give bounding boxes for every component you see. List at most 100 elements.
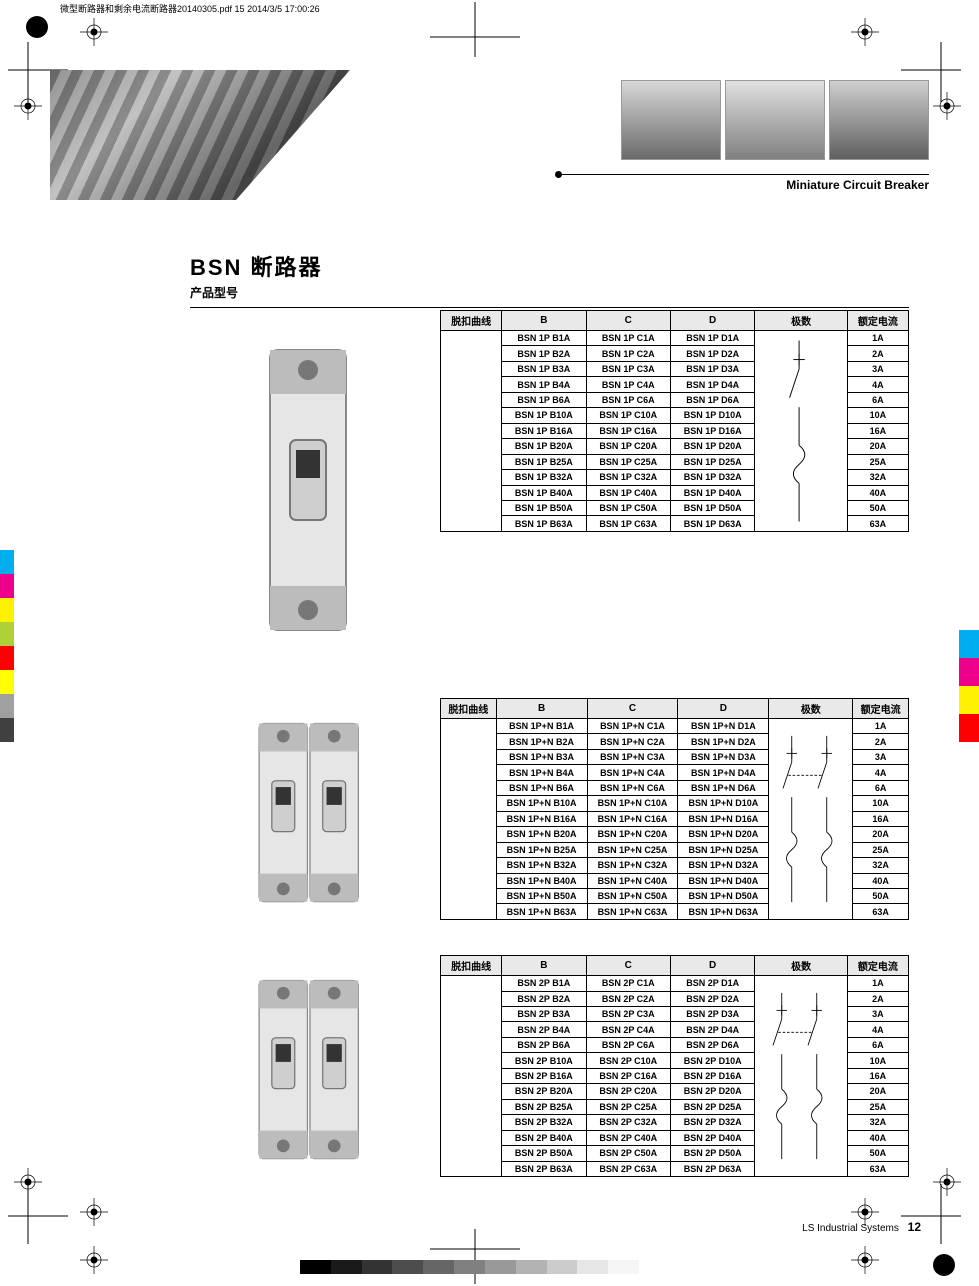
cell-d: BSN 1P+N D63A [678, 904, 769, 920]
crop-cross-top [430, 2, 520, 57]
cell-b: BSN 1P B1A [502, 331, 586, 346]
cell-b: BSN 1P B50A [502, 500, 586, 515]
cell-c: BSN 2P C1A [586, 976, 670, 991]
cell-d: BSN 1P D10A [670, 408, 754, 423]
cell-c: BSN 1P+N C1A [587, 719, 678, 734]
curve-cell [441, 719, 497, 920]
cell-b: BSN 2P B3A [502, 1006, 586, 1021]
cell-d: BSN 2P D63A [670, 1161, 754, 1177]
cell-c: BSN 1P+N C25A [587, 842, 678, 857]
cell-c: BSN 1P C63A [586, 516, 670, 532]
cell-d: BSN 1P+N D4A [678, 765, 769, 780]
cell-rated: 6A [853, 780, 909, 795]
cell-c: BSN 1P+N C63A [587, 904, 678, 920]
body-grid: 脱扣曲线 B C D 极数 额定电流 BSN 1P B1ABSN 1P C1AB… [190, 310, 909, 1184]
cell-rated: 50A [847, 1146, 908, 1161]
cell-rated: 3A [847, 1006, 908, 1021]
cell-b: BSN 1P B63A [502, 516, 586, 532]
cell-b: BSN 2P B40A [502, 1130, 586, 1145]
cell-b: BSN 2P B20A [502, 1084, 586, 1099]
cell-rated: 32A [853, 858, 909, 873]
hero-thumb-1 [621, 80, 721, 160]
cell-b: BSN 1P+N B25A [496, 842, 587, 857]
cell-c: BSN 1P C16A [586, 423, 670, 438]
footer-brand: LS Industrial Systems [802, 1223, 899, 1234]
cell-b: BSN 1P B32A [502, 470, 586, 485]
page-dot-br [933, 1254, 955, 1276]
reg-mark [851, 18, 879, 46]
cell-d: BSN 1P D1A [670, 331, 754, 346]
reg-mark [14, 1168, 42, 1196]
cell-rated: 6A [847, 1037, 908, 1052]
cell-d: BSN 2P D20A [670, 1084, 754, 1099]
reg-mark [14, 92, 42, 120]
cell-d: BSN 1P+N D32A [678, 858, 769, 873]
th-b: B [496, 699, 587, 719]
hero-label: Miniature Circuit Breaker [786, 178, 929, 192]
cell-rated: 2A [847, 991, 908, 1006]
th-b: B [502, 956, 586, 976]
cell-c: BSN 1P C4A [586, 377, 670, 392]
cell-rated: 10A [847, 1053, 908, 1068]
cell-d: BSN 1P+N D6A [678, 780, 769, 795]
cell-rated: 50A [853, 888, 909, 903]
page-dot-tl [26, 16, 48, 38]
cell-c: BSN 1P+N C6A [587, 780, 678, 795]
crop-cross-bottom [430, 1229, 520, 1284]
cell-b: BSN 2P B16A [502, 1068, 586, 1083]
hero-thumbnails [621, 80, 929, 160]
cell-c: BSN 1P+N C10A [587, 796, 678, 811]
th-poles: 极数 [769, 699, 853, 719]
cell-b: BSN 1P B2A [502, 346, 586, 361]
cell-c: BSN 1P C50A [586, 500, 670, 515]
cell-rated: 20A [853, 827, 909, 842]
hero-thumb-2 [725, 80, 825, 160]
device-image [190, 955, 430, 1184]
cell-d: BSN 1P D63A [670, 516, 754, 532]
cell-d: BSN 1P+N D2A [678, 734, 769, 749]
hero-thumb-3 [829, 80, 929, 160]
cell-d: BSN 1P D25A [670, 454, 754, 469]
cell-c: BSN 1P C1A [586, 331, 670, 346]
cell-b: BSN 2P B32A [502, 1115, 586, 1130]
cell-c: BSN 1P+N C20A [587, 827, 678, 842]
cell-b: BSN 1P B4A [502, 377, 586, 392]
curve-cell [441, 331, 502, 532]
spec-table: 脱扣曲线 B C D 极数 额定电流 BSN 1P B1ABSN 1P C1AB… [440, 310, 909, 532]
th-d: D [670, 956, 754, 976]
cell-c: BSN 1P+N C3A [587, 749, 678, 764]
th-rated: 额定电流 [853, 699, 909, 719]
cell-b: BSN 2P B1A [502, 976, 586, 991]
th-poles: 极数 [755, 956, 847, 976]
th-b: B [502, 311, 586, 331]
spec-table: 脱扣曲线 B C D 极数 额定电流 BSN 2P B1ABSN 2P C1AB… [440, 955, 909, 1177]
page-subtitle: 产品型号 [190, 284, 909, 301]
cell-d: BSN 2P D10A [670, 1053, 754, 1068]
cell-c: BSN 2P C10A [586, 1053, 670, 1068]
device-image [190, 310, 430, 670]
cell-c: BSN 1P C6A [586, 392, 670, 407]
cell-d: BSN 1P D50A [670, 500, 754, 515]
cell-rated: 63A [847, 1161, 908, 1177]
reg-mark [80, 1246, 108, 1274]
cell-rated: 25A [847, 454, 908, 469]
cell-d: BSN 2P D3A [670, 1006, 754, 1021]
cell-c: BSN 1P+N C2A [587, 734, 678, 749]
device-image [190, 698, 430, 927]
cell-c: BSN 1P+N C16A [587, 811, 678, 826]
table-row: BSN 2P B1ABSN 2P C1ABSN 2P D1A 1A [441, 976, 909, 991]
cell-b: BSN 1P+N B50A [496, 888, 587, 903]
th-poles: 极数 [755, 311, 847, 331]
cell-d: BSN 1P+N D50A [678, 888, 769, 903]
th-c: C [586, 956, 670, 976]
footer-page-number: 12 [908, 1220, 921, 1234]
table-row: BSN 1P+N B1ABSN 1P+N C1ABSN 1P+N D1A 1A [441, 719, 909, 734]
reg-mark [851, 1246, 879, 1274]
cell-rated: 10A [853, 796, 909, 811]
cell-rated: 40A [847, 1130, 908, 1145]
hero: Miniature Circuit Breaker [50, 70, 929, 200]
cell-b: BSN 1P B16A [502, 423, 586, 438]
title-block: BSN 断路器 产品型号 [190, 250, 909, 308]
page-footer: LS Industrial Systems 12 [802, 1220, 921, 1234]
cell-b: BSN 1P B40A [502, 485, 586, 500]
